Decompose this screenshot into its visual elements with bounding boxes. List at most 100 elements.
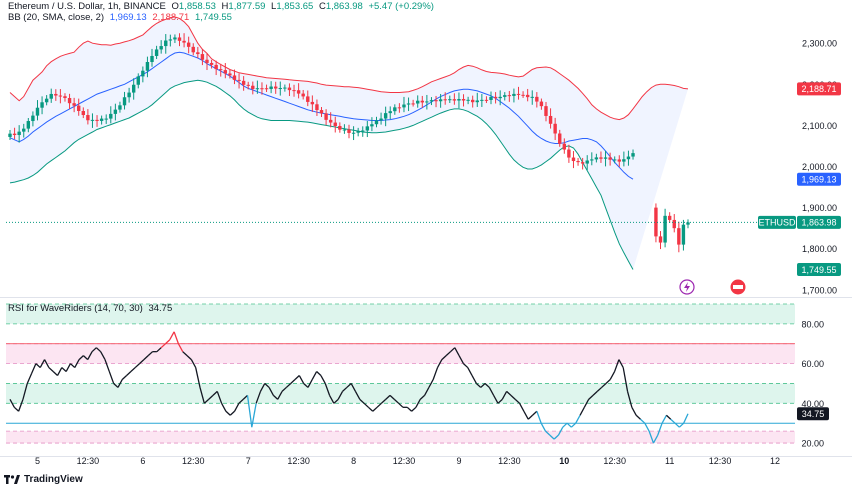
candle-body [310, 101, 315, 105]
rsi-segment [182, 351, 188, 357]
candle-body [237, 79, 241, 81]
candle-body [154, 49, 159, 56]
rsi-segment [208, 394, 214, 400]
candle-body [351, 132, 356, 134]
ticker-badge-bg [758, 215, 796, 229]
rsi-badge-bg [797, 407, 829, 421]
rsi-segment [259, 383, 266, 392]
rsi-legend[interactable]: RSI for WaveRiders (14, 70, 30) 34.75 [8, 303, 175, 315]
rsi-zone [6, 383, 795, 404]
candle-body [521, 94, 525, 96]
rsi-segment [78, 355, 84, 361]
rsi-axis-tick: 20.00 [801, 439, 824, 449]
candle-body [292, 90, 296, 92]
rsi-segment [549, 434, 555, 440]
candle-body [260, 88, 264, 90]
candle-body [246, 84, 250, 86]
rsi-segment [229, 410, 236, 416]
rsi-badge: 34.75 [802, 409, 825, 419]
rsi-segment [445, 351, 451, 357]
time-axis-tick: 8 [351, 456, 356, 466]
rsi-segment [70, 363, 76, 369]
symbol-legend[interactable]: Ethereum / U.S. Dollar, 1h, BINANCE O1,8… [8, 1, 437, 13]
candle-body [58, 95, 63, 97]
price-pane[interactable] [6, 0, 795, 295]
rsi-segment [588, 394, 594, 400]
price-axis-tick: 2,000.00 [802, 162, 837, 172]
time-axis-tick: 12:30 [498, 456, 521, 466]
rsi-segment [536, 411, 542, 424]
candle-body [567, 149, 571, 158]
candle-body [54, 93, 58, 96]
rsi-segment [190, 359, 197, 368]
rsi-segment [631, 406, 637, 416]
basis-badge: 1,969.13 [801, 174, 836, 184]
close-value: 1,863.98 [325, 1, 363, 12]
low-value: 1,853.65 [276, 1, 314, 12]
rsi-segment [117, 379, 123, 388]
time-axis-tick: 12:30 [709, 456, 732, 466]
rsi-segment [670, 418, 676, 424]
candle-body [164, 40, 168, 47]
price-badge-bg [797, 215, 841, 229]
rsi-segment [337, 391, 344, 400]
rsi-segment [126, 371, 132, 376]
rsi-segment [195, 367, 201, 388]
candle-body [507, 95, 512, 97]
rsi-segment [523, 410, 529, 420]
bb-legend[interactable]: BB (20, SMA, close, 2) 1,969.13 2,188.71… [8, 12, 235, 24]
candle-body [516, 93, 521, 95]
candle-body [109, 113, 113, 119]
rsi-segment [342, 386, 348, 392]
rsi-segment [458, 355, 465, 364]
rsi-segment [674, 422, 680, 428]
candle-body [90, 119, 95, 121]
candle-body [603, 157, 608, 159]
rsi-segment [255, 391, 262, 404]
rsi-segment [415, 399, 421, 408]
candle-body [388, 111, 392, 114]
rsi-segment [553, 434, 559, 440]
candle-body [681, 224, 686, 245]
rsi-segment [575, 414, 581, 424]
candle-body [306, 96, 310, 102]
candle-body [608, 157, 612, 160]
rsi-segment [557, 426, 564, 436]
close-label: C [318, 1, 326, 12]
candle-body [214, 64, 218, 70]
rsi-segment [268, 387, 274, 396]
tradingview-logo-icon [4, 475, 20, 484]
rsi-segment [540, 422, 547, 432]
rsi-segment [406, 406, 413, 412]
candle-body [434, 100, 438, 102]
rsi-pane[interactable] [6, 303, 795, 444]
candle-body [512, 93, 516, 96]
rsi-segment [328, 395, 335, 404]
lightning-icon [684, 282, 690, 292]
candle-body [580, 162, 585, 164]
rsi-segment [562, 422, 568, 428]
time-axis-tick: 7 [246, 456, 251, 466]
time-axis-tick: 11 [665, 456, 674, 466]
upper-band-badge-bg [797, 82, 841, 96]
candle-body [241, 80, 246, 85]
candle-body [315, 104, 319, 111]
rsi-segment [242, 394, 248, 400]
high-label: H [221, 1, 229, 12]
price-badges: 2,188.71 1,969.13 1,749.55 ETHUSD 1,863.98 34… [758, 82, 841, 421]
time-axis-tick: 6 [140, 456, 145, 466]
rsi-segment [683, 413, 689, 424]
candle-body [72, 103, 76, 106]
candle-body [287, 87, 292, 91]
candle-body [63, 96, 67, 99]
high-value: 1,877.59 [228, 1, 266, 12]
candle-body [49, 93, 53, 99]
candle-body [553, 123, 557, 134]
rsi-segment [566, 422, 572, 428]
rsi-segment [497, 398, 503, 404]
candle-body [86, 115, 90, 121]
tradingview-logo[interactable]: TradingView [4, 474, 83, 485]
rsi-segment [436, 359, 443, 368]
candle-body [99, 118, 104, 121]
